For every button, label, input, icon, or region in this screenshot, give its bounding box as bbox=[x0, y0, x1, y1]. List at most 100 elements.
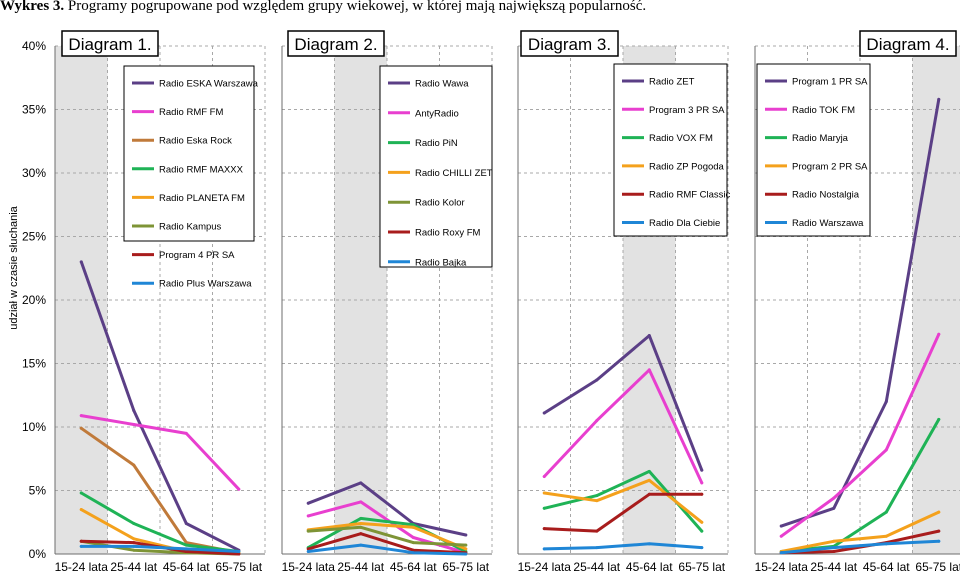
data-point bbox=[411, 525, 415, 529]
x-tick-label: 45-64 lat bbox=[626, 560, 673, 574]
data-point bbox=[700, 481, 704, 485]
data-point bbox=[937, 510, 941, 514]
figure-title-prefix: Wykres 3. bbox=[0, 0, 65, 14]
legend-label: Program 2 PR SA bbox=[792, 161, 868, 172]
panel-title: Diagram 1. bbox=[68, 35, 151, 54]
data-point bbox=[411, 548, 415, 552]
data-point bbox=[464, 543, 468, 547]
legend-label: Radio RMF MAXXX bbox=[159, 164, 244, 175]
series-line bbox=[542, 368, 704, 485]
data-point bbox=[411, 551, 415, 555]
data-point bbox=[79, 414, 83, 418]
data-point bbox=[700, 492, 704, 496]
data-point bbox=[132, 541, 136, 545]
series-line bbox=[306, 522, 468, 551]
data-point bbox=[132, 544, 136, 548]
series-line bbox=[542, 334, 704, 472]
y-tick-label: 20% bbox=[22, 293, 46, 307]
data-point bbox=[79, 544, 83, 548]
data-point bbox=[937, 539, 941, 543]
data-point bbox=[779, 524, 783, 528]
data-point bbox=[595, 378, 599, 382]
data-point bbox=[832, 506, 836, 510]
data-point bbox=[359, 532, 363, 536]
y-tick-label: 40% bbox=[22, 39, 46, 53]
legend-label: Radio TOK FM bbox=[792, 105, 855, 116]
y-tick-label: 35% bbox=[22, 103, 46, 117]
data-point bbox=[359, 522, 363, 526]
legend-label: Radio RMF Classic bbox=[649, 190, 731, 201]
data-point bbox=[411, 541, 415, 545]
series-line bbox=[542, 492, 704, 533]
data-point bbox=[937, 97, 941, 101]
x-tick-label: 25-44 lat bbox=[110, 560, 157, 574]
data-point bbox=[884, 400, 888, 404]
x-tick-label: 45-64 lat bbox=[163, 560, 210, 574]
data-point bbox=[595, 529, 599, 533]
data-point bbox=[237, 552, 241, 556]
data-point bbox=[184, 549, 188, 553]
data-point bbox=[306, 501, 310, 505]
data-point bbox=[595, 494, 599, 498]
series-line bbox=[779, 539, 941, 555]
legend-label: Program 3 PR SA bbox=[649, 105, 725, 116]
data-point bbox=[832, 496, 836, 500]
data-point bbox=[542, 411, 546, 415]
data-point bbox=[647, 469, 651, 473]
data-point bbox=[542, 491, 546, 495]
data-point bbox=[884, 534, 888, 538]
y-tick-label: 25% bbox=[22, 230, 46, 244]
panel-title: Diagram 3. bbox=[528, 35, 611, 54]
x-tick-label: 45-64 lat bbox=[863, 560, 910, 574]
legend-label: Program 4 PR SA bbox=[159, 250, 235, 261]
panel-title: Diagram 2. bbox=[294, 35, 377, 54]
series-line bbox=[779, 332, 941, 538]
data-point bbox=[237, 549, 241, 553]
data-point bbox=[306, 547, 310, 551]
data-point bbox=[832, 539, 836, 543]
series-line bbox=[79, 414, 241, 491]
legend-label: Program 1 PR SA bbox=[792, 77, 868, 88]
data-point bbox=[359, 525, 363, 529]
data-point bbox=[184, 547, 188, 551]
y-tick-label: 30% bbox=[22, 166, 46, 180]
legend-label: Radio Maryja bbox=[792, 133, 849, 144]
data-point bbox=[306, 529, 310, 533]
series-line bbox=[542, 542, 704, 551]
data-point bbox=[132, 537, 136, 541]
series-line bbox=[306, 543, 468, 556]
data-point bbox=[647, 334, 651, 338]
data-point bbox=[542, 506, 546, 510]
x-tick-label: 25-44 lat bbox=[573, 560, 620, 574]
data-point bbox=[184, 431, 188, 435]
data-point bbox=[884, 448, 888, 452]
data-point bbox=[237, 487, 241, 491]
data-point bbox=[700, 546, 704, 550]
x-tick-label: 15-24 lata bbox=[518, 560, 572, 574]
data-point bbox=[542, 547, 546, 551]
data-point bbox=[132, 522, 136, 526]
panel-title: Diagram 4. bbox=[866, 35, 949, 54]
x-tick-label: 45-64 lat bbox=[390, 560, 437, 574]
series-line bbox=[306, 525, 468, 547]
data-point bbox=[464, 533, 468, 537]
legend-label: Radio CHILLI ZET bbox=[415, 168, 493, 179]
series-line bbox=[306, 532, 468, 555]
series-line bbox=[79, 260, 241, 552]
y-tick-label: 5% bbox=[29, 484, 47, 498]
data-point bbox=[779, 534, 783, 538]
legend-label: Radio ESKA Warszawa bbox=[159, 79, 259, 90]
data-point bbox=[464, 547, 468, 551]
y-axis-label: udział w czasie słuchania bbox=[8, 205, 20, 329]
legend-label: Radio Plus Warszawa bbox=[159, 279, 252, 290]
y-tick-label: 15% bbox=[22, 357, 46, 371]
data-point bbox=[595, 419, 599, 423]
data-point bbox=[700, 520, 704, 524]
legend-label: Radio VOX FM bbox=[649, 133, 713, 144]
legend-box bbox=[123, 65, 255, 242]
legend-label: Radio Bajka bbox=[415, 257, 467, 268]
data-point bbox=[306, 514, 310, 518]
data-point bbox=[79, 539, 83, 543]
data-point bbox=[647, 478, 651, 482]
legend-label: Radio Nostalgia bbox=[792, 190, 860, 201]
